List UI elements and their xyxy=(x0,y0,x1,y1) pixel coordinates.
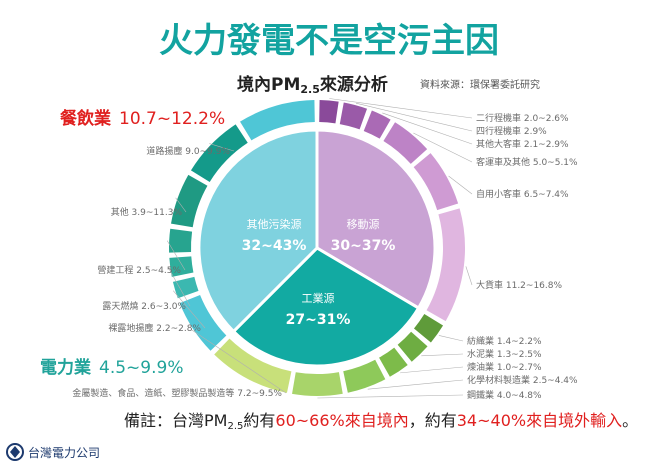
food-highlight: 餐飲業 10.7~12.2% xyxy=(60,108,225,129)
outer-label: 紡織業 1.4~2.2% xyxy=(467,335,542,347)
outer-segment xyxy=(214,338,292,393)
inner-range-label: 30~37% xyxy=(331,238,396,254)
outer-ring xyxy=(169,100,466,397)
leader-line xyxy=(421,353,464,357)
outer-segment xyxy=(383,122,428,164)
subtitle-main: 境內PM xyxy=(237,74,300,95)
logo-icon xyxy=(6,443,24,461)
outer-segment xyxy=(292,372,343,397)
leader-line xyxy=(317,394,464,399)
outer-segment xyxy=(379,347,408,377)
outer-label: 四行程機車 2.9% xyxy=(476,125,547,137)
outer-segment xyxy=(179,294,227,351)
outer-segment xyxy=(169,256,194,277)
leader-line xyxy=(166,240,186,271)
leader-line xyxy=(382,112,473,145)
outer-label: 道路揚塵 9.0~9.9% xyxy=(146,145,230,157)
outer-segment xyxy=(397,331,428,362)
outer-segment xyxy=(319,100,339,124)
outer-segment xyxy=(171,174,208,228)
outer-segment xyxy=(240,100,315,141)
outer-segment xyxy=(363,110,391,139)
subtitle-end: 來源分析 xyxy=(320,74,388,95)
note-mid2: ，約有 xyxy=(409,411,457,430)
outer-segment xyxy=(169,228,193,253)
inner-labels: 移動源 30~37% 工業源 27~31% 其他污染源 32~43% xyxy=(242,217,396,328)
note-mid1: 約有 xyxy=(243,411,275,430)
outer-segment xyxy=(413,314,444,343)
leader-line xyxy=(448,175,473,195)
page-title: 火力發電不是空污主因 xyxy=(159,21,499,61)
outer-label: 客運車及其他 5.0~5.1% xyxy=(476,156,578,168)
outer-label: 金屬製造、食品、造紙、塑膠製品製造等 7.2~9.5% xyxy=(72,387,282,399)
food-label: 餐飲業 xyxy=(60,108,111,129)
chart-subtitle: 境內PM2.5來源分析 xyxy=(237,74,388,96)
outer-segment xyxy=(339,102,368,130)
leader-line xyxy=(175,197,187,213)
leader-line xyxy=(355,102,473,132)
power-label: 電力業 xyxy=(40,357,91,378)
outer-segment xyxy=(190,124,248,182)
power-range: 4.5~9.9% xyxy=(99,358,183,378)
power-highlight: 電力業 4.5~9.9% xyxy=(40,357,183,378)
outer-segment xyxy=(413,153,459,211)
leader-line xyxy=(400,366,464,374)
logo-text: 台灣電力公司 xyxy=(28,445,100,460)
inner-slice-3 xyxy=(197,128,319,334)
note-sub: 2.5 xyxy=(227,421,243,432)
note-prefix: 備註：台灣PM xyxy=(124,411,227,430)
food-range: 10.7~12.2% xyxy=(119,109,225,129)
note-red2: 34~40%來自境外輸入 xyxy=(457,411,622,430)
inner-name-label: 工業源 xyxy=(302,291,335,305)
taipower-logo: 台灣電力公司 xyxy=(6,443,100,461)
outer-label: 自用小客車 6.5~7.4% xyxy=(476,188,569,200)
note-red1: 60~66%來自境內 xyxy=(275,411,408,430)
inner-name-label: 其他污染源 xyxy=(247,217,302,231)
leader-line xyxy=(172,290,206,329)
leader-line xyxy=(465,266,473,286)
source-note: 資料來源：環保署委託研究 xyxy=(420,78,540,91)
inner-name-label: 移動源 xyxy=(347,217,380,231)
outer-label: 其他大客車 2.1~2.9% xyxy=(476,138,569,150)
outer-label: 煉油業 1.0~2.7% xyxy=(467,361,542,373)
outer-label: 鋼鐵業 4.0~4.8% xyxy=(467,389,542,401)
inner-slice-1 xyxy=(315,128,437,311)
leader-line xyxy=(168,267,191,307)
outer-label: 其他 3.9~11.3% xyxy=(111,206,183,218)
outer-segment xyxy=(343,359,386,393)
subtitle-sub: 2.5 xyxy=(300,83,320,96)
inner-range-label: 27~31% xyxy=(286,312,351,328)
outer-label: 化學材料製造業 2.5~4.4% xyxy=(467,374,578,386)
leader-line xyxy=(367,379,464,390)
outer-labels: 二行程機車 2.0~2.6%四行程機車 2.9%其他大客車 2.1~2.9% 客運… xyxy=(72,112,578,401)
leader-line xyxy=(190,329,287,394)
outer-segment xyxy=(426,208,466,322)
leader-line xyxy=(209,143,235,152)
outer-label: 二行程機車 2.0~2.6% xyxy=(476,112,569,124)
leader-line xyxy=(438,335,464,342)
outer-segment xyxy=(172,276,199,299)
inner-pie xyxy=(197,128,437,368)
outer-label: 水泥業 1.3~2.5% xyxy=(467,348,542,360)
inner-slice-2 xyxy=(231,246,421,368)
leader-line xyxy=(329,98,473,119)
logo-icon-mark xyxy=(10,446,20,458)
note-end: 。 xyxy=(622,411,638,430)
leader-lines xyxy=(166,98,473,399)
outer-label: 露天燃燒 2.6~3.0% xyxy=(102,300,186,312)
outer-label: 營建工程 2.5~4.5% xyxy=(97,264,181,276)
outer-label: 大貨車 11.2~16.8% xyxy=(476,279,562,291)
outer-label: 裸露地揚塵 2.2~2.8% xyxy=(108,322,201,334)
inner-range-label: 32~43% xyxy=(242,238,307,254)
leader-line xyxy=(413,132,473,163)
footnote: 備註：台灣PM2.5約有60~66%來自境內，約有34~40%來自境外輸入。 xyxy=(124,411,638,432)
